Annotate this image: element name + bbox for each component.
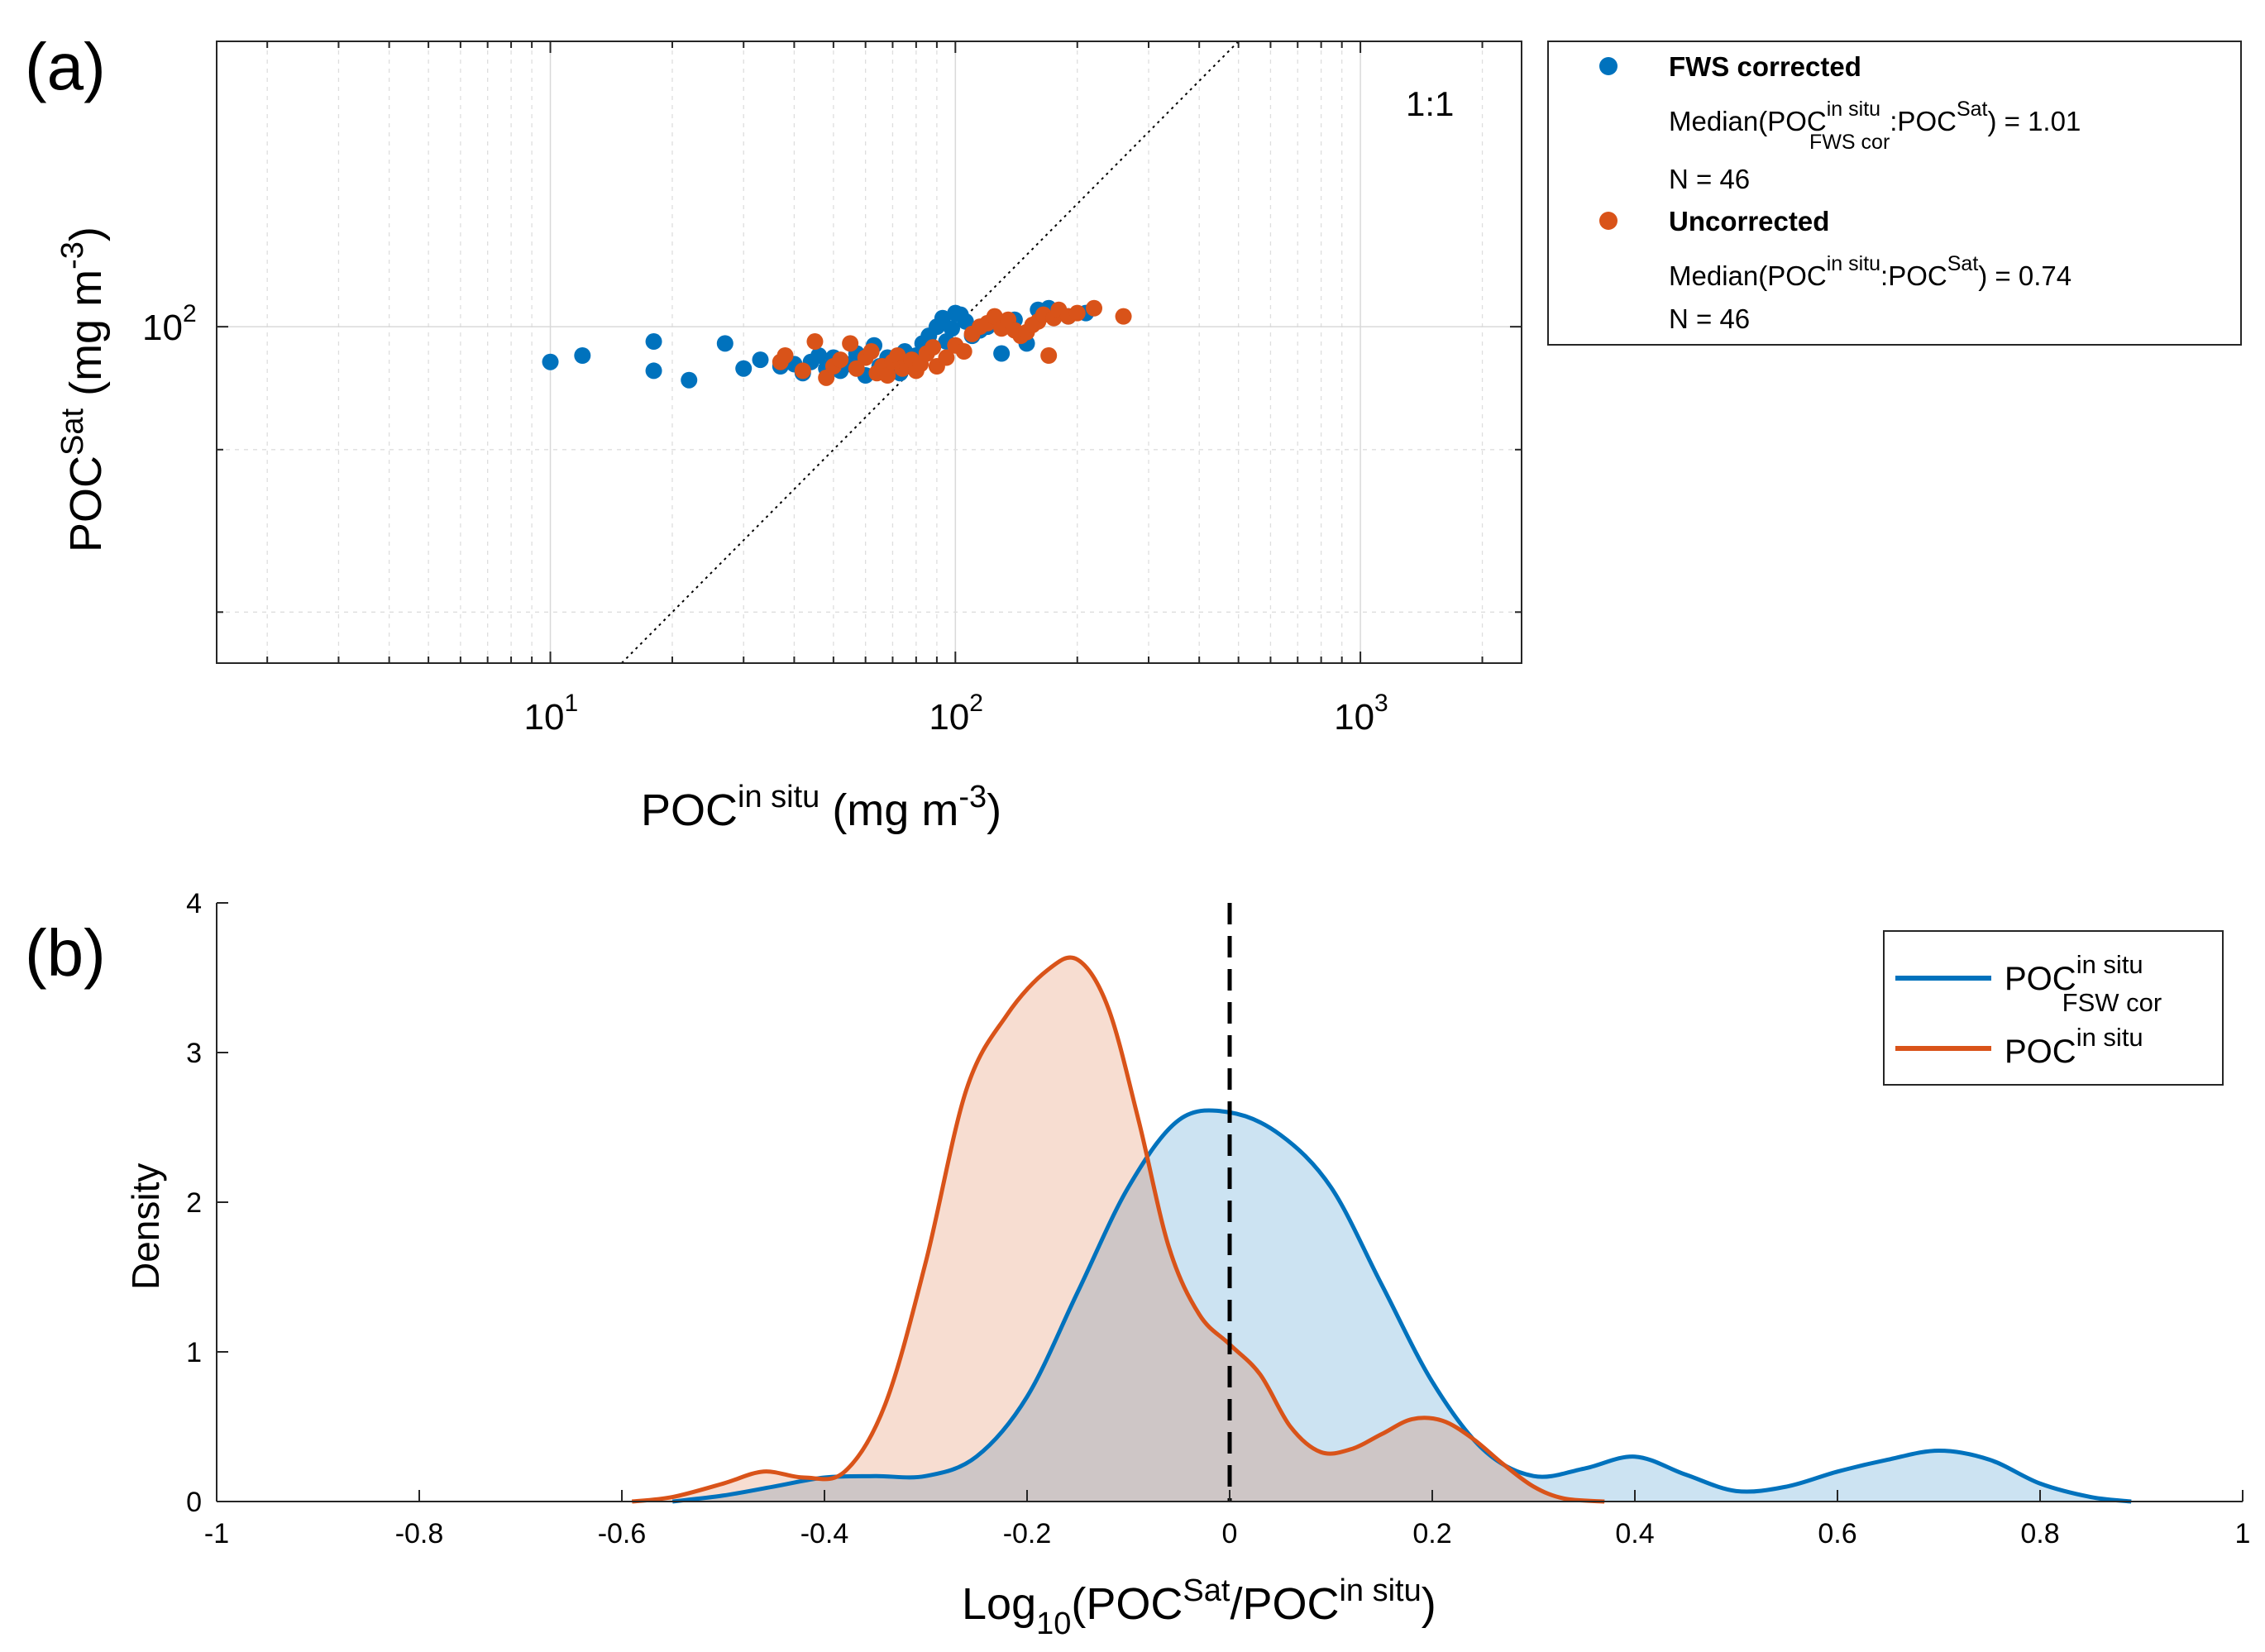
scatter-x-label: POCin situ (mg m-3) [641,780,1001,835]
density-y-tick-label: 3 [186,1038,202,1069]
density-y-tick-label: 0 [186,1487,202,1518]
point-uncorrected [889,347,906,365]
point-uncorrected [1040,347,1058,365]
point-fws [810,347,828,365]
density-x-tick-label: 0.6 [1818,1518,1856,1549]
point-fws [752,351,769,369]
point-fws [944,320,961,337]
point-uncorrected [842,335,859,352]
point-fws [735,360,753,377]
y-tick-label: 102 [142,300,197,348]
legend-unc-n: N = 46 [1669,303,1750,334]
point-fws [574,347,591,365]
point-fws [542,353,559,370]
density-legend-box [1883,930,2224,1086]
density-y-tick-label: 4 [186,888,202,919]
scatter-axes-box [216,41,1522,664]
density-x-tick-label: 0 [1222,1518,1238,1549]
point-uncorrected [1086,299,1103,317]
density-x-tick-label: -0.6 [598,1518,647,1549]
point-fws [645,362,662,380]
one-to-one-label: 1:1 [1406,84,1454,123]
density-y-label: Density [124,1163,167,1290]
point-uncorrected [986,308,1003,325]
legend-unc-name: Uncorrected [1669,206,1829,236]
legend-fws-n: N = 46 [1669,164,1750,194]
point-uncorrected [832,351,849,369]
scatter-legend: FWS corrected Median(POCin situ FWS cor:P… [1547,41,2242,346]
density-x-tick-label: 0.4 [1615,1518,1654,1549]
x-tick-label: 101 [524,690,579,738]
scatter-legend-box [1547,41,2242,346]
density-x-label: Log10(POCSat/POCin situ) [962,1573,1436,1641]
point-fws [681,371,698,389]
panel-label-a: (a) [25,30,106,103]
legend-insitu-label: POCin situ [2005,1023,2143,1070]
point-uncorrected [1115,308,1132,325]
legend-fsw-label: POCin situ FSW cor [2005,950,2162,1017]
point-uncorrected [955,343,972,360]
point-uncorrected [925,339,942,356]
density-line-fsw [671,1108,2132,1504]
legend-marker-unc [1599,212,1618,230]
point-uncorrected [777,347,794,365]
density-panel: -1 -0.8 -0.6 -0.4 -0.2 0 0.2 0.4 0.6 0.8 1 0 1 2 3 4 Lo… [124,888,2250,1641]
point-fws [645,333,662,351]
point-fws [993,345,1011,362]
point-uncorrected [879,367,896,384]
point-uncorrected [1068,304,1086,322]
legend-unc-median: Median(POCin situ:POCSat) = 0.74 [1669,252,2071,291]
panel-label-b: (b) [25,916,106,990]
x-tick-label: 103 [1334,690,1388,738]
point-uncorrected [794,362,811,380]
density-x-tick-label: -1 [204,1518,229,1549]
density-x-tick-label: -0.2 [1003,1518,1052,1549]
density-x-tick-label: 0.8 [2020,1518,2059,1549]
scatter-panel: 1:1 101 102 103 102 POCin situ (mg m-3) POC… [55,41,2242,835]
point-uncorrected [938,349,955,366]
x-tick-label: 102 [929,690,983,738]
density-y-tick-label: 1 [186,1337,202,1368]
density-line-insitu [631,955,1605,1504]
density-area-insitu [632,957,1605,1502]
density-area-fsw [672,1110,2132,1502]
density-y-tick-label: 2 [186,1187,202,1219]
point-uncorrected [806,333,824,351]
point-fws [716,335,733,352]
density-x-tick-label: 1 [2235,1518,2251,1549]
point-fws [957,313,974,330]
density-x-tick-label: -0.4 [800,1518,849,1549]
point-uncorrected [863,343,880,360]
density-x-tick-label: 0.2 [1412,1518,1451,1549]
legend-fws-name: FWS corrected [1669,51,1861,82]
scatter-y-label: POCSat (mg m-3) [55,227,111,552]
legend-fws-median: Median(POCin situ FWS cor:POCSat) = 1.01 [1669,98,2081,154]
density-x-tick-label: -0.8 [395,1518,444,1549]
legend-marker-fws [1599,57,1618,75]
density-legend: POCin situ FSW cor POCin situ [1883,930,2224,1086]
point-uncorrected [848,360,865,377]
